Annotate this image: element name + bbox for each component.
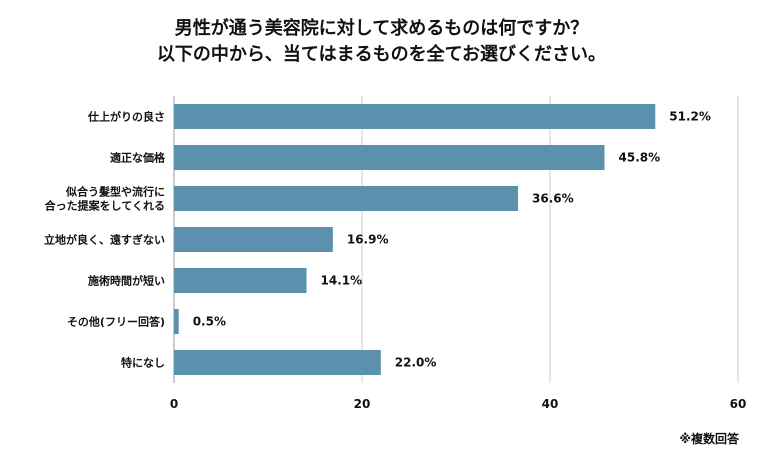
chart-title-line-1: 男性が通う美容院に対して求めるものは何ですか？ xyxy=(174,18,589,39)
bar xyxy=(174,145,605,170)
category-label: その他(フリー回答) xyxy=(67,315,165,329)
data-label: 36.6% xyxy=(532,192,574,206)
footnote: ※複数回答 xyxy=(679,432,739,446)
data-label: 51.2% xyxy=(669,110,711,124)
bar xyxy=(174,104,656,129)
x-tick-label: 0 xyxy=(170,397,178,411)
bar xyxy=(174,186,519,211)
category-label: 施術時間が短い xyxy=(88,274,165,288)
chart-title-line-2: 以下の中から、当てはまるものを全てお選びください。 xyxy=(156,44,607,65)
data-label: 14.1% xyxy=(321,274,363,288)
category-label: 立地が良く、遠すぎない xyxy=(44,233,165,247)
category-label: 仕上がりの良さ xyxy=(87,110,165,124)
x-tick-label: 40 xyxy=(542,397,559,411)
data-label: 22.0% xyxy=(395,356,437,370)
bar xyxy=(174,227,333,252)
category-label: 適正な価格 xyxy=(110,151,166,165)
category-label: 特になし xyxy=(121,356,165,370)
category-label: 似合う髪型や流行に合った提案をしてくれる xyxy=(45,185,165,213)
x-tick-label: 60 xyxy=(730,397,747,411)
bar xyxy=(174,350,381,375)
x-tick-label: 20 xyxy=(354,397,371,411)
bar xyxy=(174,268,307,293)
data-label: 16.9% xyxy=(347,233,389,247)
chart-title: 男性が通う美容院に対して求めるものは何ですか？ 以下の中から、当てはまるものを全… xyxy=(0,16,763,68)
data-label: 45.8% xyxy=(619,151,661,165)
data-label: 0.5% xyxy=(193,315,226,329)
bar xyxy=(174,309,179,334)
